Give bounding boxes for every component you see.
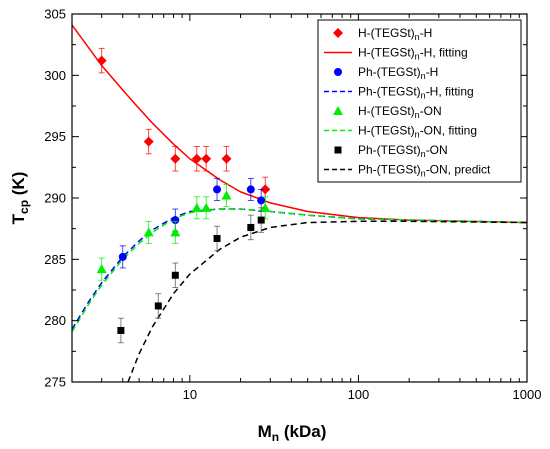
series-line <box>72 24 527 224</box>
series-line <box>72 208 527 330</box>
legend-label: Ph-(TEGSt)n-H <box>358 65 438 81</box>
legend-marker-swatch <box>333 28 343 38</box>
data-point <box>171 271 179 279</box>
data-point <box>96 55 107 66</box>
legend-label: H-(TEGSt)n-ON <box>358 104 442 120</box>
data-point <box>260 184 271 195</box>
data-point <box>170 153 181 164</box>
data-point <box>118 252 127 261</box>
series-line <box>127 220 527 382</box>
data-point <box>191 202 202 212</box>
x-tick-label: 100 <box>348 387 370 402</box>
y-tick-label: 305 <box>44 7 66 22</box>
x-tick-label: 1000 <box>513 387 542 402</box>
legend-marker-swatch <box>334 68 342 76</box>
data-point <box>257 216 265 224</box>
legend-label: Ph-(TEGSt)n-H, fitting <box>358 85 474 101</box>
data-point <box>117 326 125 334</box>
legend-label: H-(TEGSt)n-ON, fitting <box>358 124 477 140</box>
y-tick-label: 275 <box>44 375 66 390</box>
y-tick-label: 280 <box>44 313 66 328</box>
y-tick-label: 285 <box>44 252 66 267</box>
data-point <box>96 264 107 274</box>
legend-label: H-(TEGSt)n-H, fitting <box>358 46 468 62</box>
legend-box <box>317 19 522 183</box>
data-point <box>171 216 180 225</box>
legend-marker-swatch <box>333 106 343 115</box>
y-tick-label: 300 <box>44 68 66 83</box>
data-point <box>201 153 212 164</box>
data-point <box>221 190 232 200</box>
y-tick-label: 290 <box>44 191 66 206</box>
data-point <box>143 136 154 147</box>
data-point <box>201 202 212 212</box>
legend-label: Ph-(TEGSt)n-ON, predict <box>358 163 491 179</box>
data-point <box>191 153 202 164</box>
legend-label: H-(TEGSt)n-H <box>358 26 432 42</box>
data-point <box>170 227 181 237</box>
series-line <box>72 208 527 333</box>
data-point <box>154 302 162 310</box>
y-tick-label: 295 <box>44 129 66 144</box>
data-point <box>213 234 221 242</box>
data-point <box>246 185 255 194</box>
legend-label: Ph-(TEGSt)n-ON <box>358 143 448 159</box>
data-point <box>143 227 154 237</box>
data-point <box>257 196 266 205</box>
data-point <box>247 223 255 231</box>
x-axis-title: Mn (kDa) <box>258 422 327 444</box>
legend-marker-swatch <box>334 146 342 154</box>
data-point <box>260 202 271 212</box>
y-axis-title: Tcp (K) <box>9 172 31 225</box>
legend: H-(TEGSt)n-H H-(TEGSt)n-H, fitting Ph-(TEG… <box>317 19 522 183</box>
data-point <box>213 185 222 194</box>
x-tick-label: 10 <box>183 387 197 402</box>
data-point <box>221 153 232 164</box>
